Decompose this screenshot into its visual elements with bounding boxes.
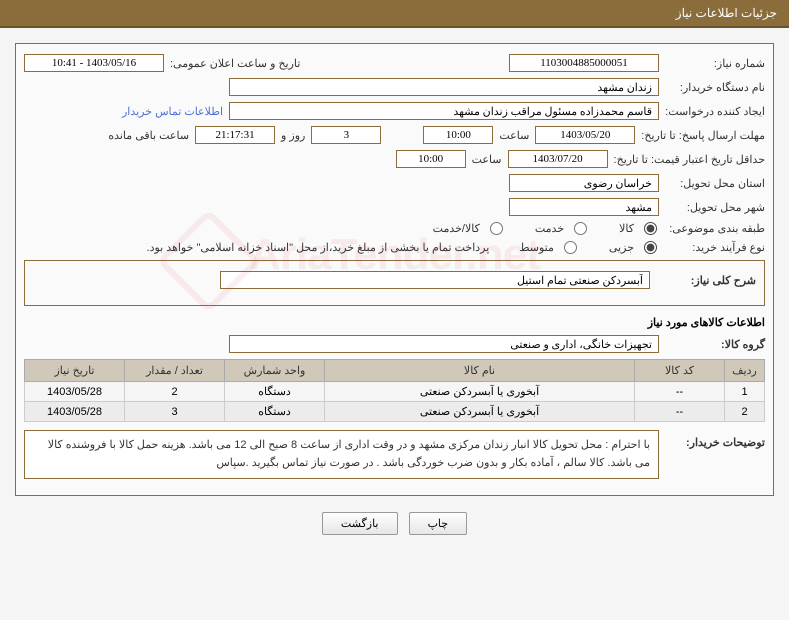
summary-panel: شرح کلی نیاز: — [24, 260, 765, 306]
radio-goods-service-label: کالا/خدمت — [433, 222, 480, 235]
time-label-2: ساعت — [472, 153, 502, 166]
city-label: شهر محل تحویل: — [665, 201, 765, 214]
th-row: ردیف — [725, 360, 765, 382]
group-label: گروه کالا: — [665, 338, 765, 351]
city-field — [509, 198, 659, 216]
summary-field — [220, 271, 650, 289]
time-label-1: ساعت — [499, 129, 529, 142]
buyer-contact-link[interactable]: اطلاعات تماس خریدار — [122, 105, 223, 118]
need-number-field — [509, 54, 659, 72]
cell-unit: دستگاه — [225, 402, 325, 422]
min-validity-date-field — [508, 150, 608, 168]
cell-name: آبخوری یا آبسردکن صنعتی — [325, 382, 635, 402]
radio-service-label: خدمت — [535, 222, 564, 235]
cell-unit: دستگاه — [225, 382, 325, 402]
radio-small-label: جزیی — [609, 241, 634, 254]
province-field — [509, 174, 659, 192]
cell-date: 1403/05/28 — [25, 402, 125, 422]
remaining-label: ساعت باقی مانده — [108, 129, 189, 142]
buyer-org-label: نام دستگاه خریدار: — [665, 81, 765, 94]
cell-name: آبخوری یا آبسردکن صنعتی — [325, 402, 635, 422]
deadline-date-field — [535, 126, 635, 144]
radio-goods-service[interactable] — [490, 222, 503, 235]
th-name: نام کالا — [325, 360, 635, 382]
cell-row: 1 — [725, 382, 765, 402]
th-date: تاریخ نیاز — [25, 360, 125, 382]
payment-note: پرداخت تمام یا بخشی از مبلغ خرید،از محل … — [147, 241, 490, 254]
cell-qty: 3 — [125, 402, 225, 422]
province-label: استان محل تحویل: — [665, 177, 765, 190]
page-title: جزئیات اطلاعات نیاز — [676, 6, 777, 20]
buyer-org-field — [229, 78, 659, 96]
buyer-notes-label: توضیحات خریدار: — [665, 430, 765, 449]
min-validity-label: حداقل تاریخ اعتبار قیمت: تا تاریخ: — [614, 153, 765, 166]
cell-row: 2 — [725, 402, 765, 422]
table-row: 1 -- آبخوری یا آبسردکن صنعتی دستگاه 2 14… — [25, 382, 765, 402]
requester-field — [229, 102, 659, 120]
th-code: کد کالا — [635, 360, 725, 382]
group-field — [229, 335, 659, 353]
category-label: طبقه بندی موضوعی: — [665, 222, 765, 235]
countdown-field — [195, 126, 275, 144]
table-row: 2 -- آبخوری یا آبسردکن صنعتی دستگاه 3 14… — [25, 402, 765, 422]
deadline-time-field — [423, 126, 493, 144]
th-qty: تعداد / مقدار — [125, 360, 225, 382]
goods-info-title: اطلاعات کالاهای مورد نیاز — [24, 316, 765, 329]
radio-medium[interactable] — [564, 241, 577, 254]
announce-date-label: تاریخ و ساعت اعلان عمومی: — [170, 57, 300, 70]
days-field — [311, 126, 381, 144]
radio-medium-label: متوسط — [519, 241, 554, 254]
radio-small[interactable] — [644, 241, 657, 254]
back-button[interactable]: بازگشت — [322, 512, 398, 535]
process-label: نوع فرآیند خرید: — [665, 241, 765, 254]
summary-label: شرح کلی نیاز: — [656, 274, 756, 287]
radio-service[interactable] — [574, 222, 587, 235]
print-button[interactable]: چاپ — [409, 512, 468, 535]
main-panel: AriaTender.net شماره نیاز: تاریخ و ساعت … — [15, 43, 774, 496]
page-header: جزئیات اطلاعات نیاز — [0, 0, 789, 28]
cell-code: -- — [635, 382, 725, 402]
goods-table: ردیف کد کالا نام کالا واحد شمارش تعداد /… — [24, 359, 765, 422]
cell-code: -- — [635, 402, 725, 422]
radio-goods-label: کالا — [619, 222, 634, 235]
requester-label: ایجاد کننده درخواست: — [665, 105, 765, 118]
deadline-label: مهلت ارسال پاسخ: تا تاریخ: — [641, 129, 765, 142]
cell-date: 1403/05/28 — [25, 382, 125, 402]
radio-goods[interactable] — [644, 222, 657, 235]
announce-date-field — [24, 54, 164, 72]
button-bar: چاپ بازگشت — [0, 512, 789, 535]
need-number-label: شماره نیاز: — [665, 57, 765, 70]
th-unit: واحد شمارش — [225, 360, 325, 382]
buyer-notes-box: با احترام : محل تحویل کالا انبار زندان م… — [24, 430, 659, 479]
cell-qty: 2 — [125, 382, 225, 402]
min-validity-time-field — [396, 150, 466, 168]
days-and-label: روز و — [281, 129, 305, 142]
